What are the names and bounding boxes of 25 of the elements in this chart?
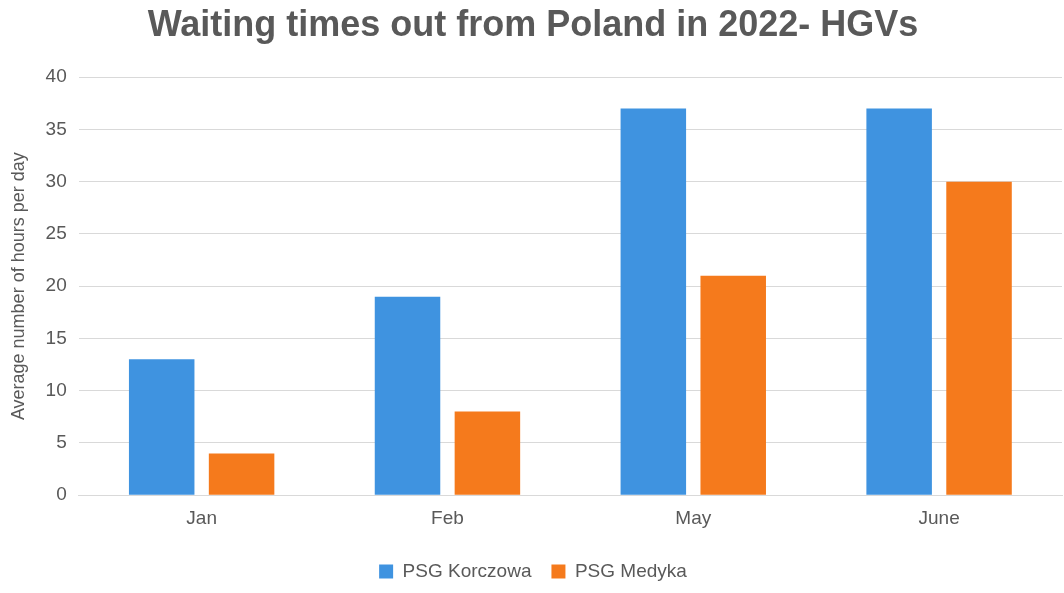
bar: [454, 411, 521, 495]
bar: [620, 108, 687, 495]
y-tick-label: 0: [56, 483, 67, 505]
x-tick-label: June: [918, 506, 960, 528]
y-tick-label: 20: [45, 274, 67, 296]
x-tick-label: May: [675, 506, 712, 528]
y-tick-label: 40: [45, 65, 67, 87]
y-axis-title: Average number of hours per day: [7, 152, 28, 421]
bar: [374, 296, 441, 495]
bar: [208, 453, 275, 495]
y-tick-label: 5: [56, 431, 67, 453]
y-tick-label: 35: [45, 117, 67, 139]
bar: [946, 181, 1012, 495]
bar: [128, 359, 195, 495]
legend-label: PSG Korczowa: [402, 559, 532, 581]
bar: [700, 275, 766, 495]
legend-label: PSG Medyka: [574, 559, 688, 581]
x-tick-label: Feb: [431, 506, 464, 528]
chart-title: Waiting times out from Poland in 2022- HGVs: [147, 2, 919, 44]
y-tick-label: 30: [45, 169, 67, 191]
x-tick-label: Jan: [186, 506, 217, 528]
y-tick-label: 10: [45, 378, 67, 400]
y-tick-label: 25: [45, 222, 67, 244]
bar: [866, 108, 932, 495]
y-tick-label: 15: [45, 326, 67, 348]
